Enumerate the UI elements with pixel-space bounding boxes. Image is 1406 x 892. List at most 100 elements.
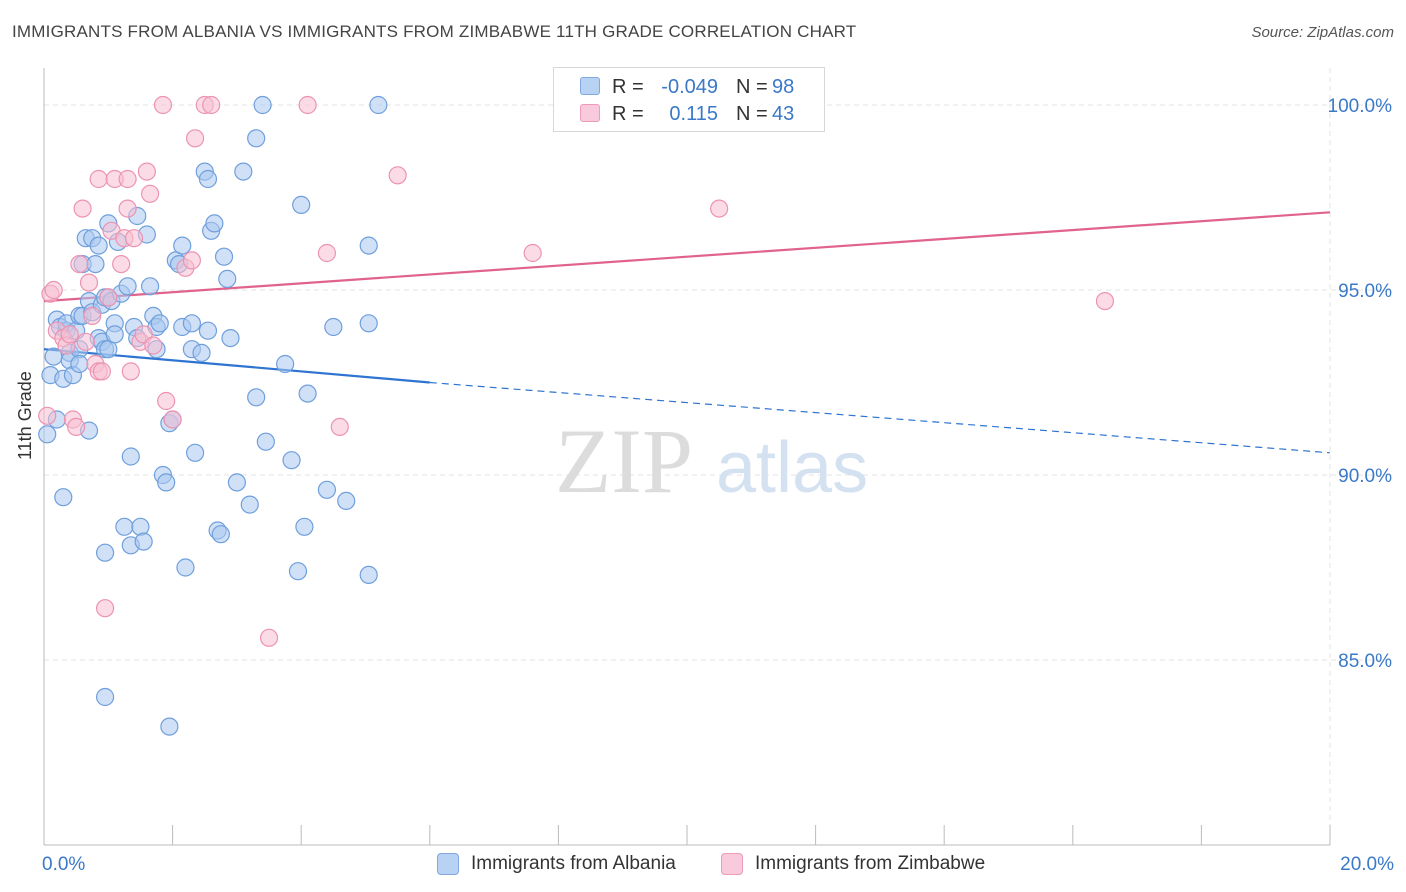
point-zimbabwe	[95, 599, 115, 618]
point-albania	[247, 388, 266, 407]
point-zimbabwe	[298, 95, 317, 115]
y-tick-label: 90.0%	[1338, 466, 1392, 487]
legend-r-value: -0.049	[661, 76, 718, 98]
point-zimbabwe	[202, 95, 221, 115]
point-zimbabwe	[92, 362, 111, 381]
point-zimbabwe	[1095, 292, 1115, 311]
point-zimbabwe	[144, 336, 163, 355]
y-tick-label: 95.0%	[1338, 281, 1392, 302]
point-albania	[276, 354, 295, 374]
watermark-layer: ZIP atlas	[555, 410, 868, 512]
point-albania	[115, 517, 134, 536]
legend-n-label: N =	[736, 76, 768, 98]
axis-layer	[43, 68, 1331, 846]
y-tick-label: 85.0%	[1338, 651, 1392, 672]
point-albania	[160, 717, 179, 736]
legend-r-label: R =	[612, 76, 644, 98]
point-albania	[359, 565, 378, 585]
point-zimbabwe	[89, 169, 108, 189]
legend-r-label: R =	[612, 103, 644, 125]
point-albania	[176, 558, 195, 577]
point-albania	[95, 687, 115, 707]
trend-line-zimbabwe	[43, 211, 1331, 303]
point-albania	[282, 451, 301, 470]
legend-swatch-albania	[580, 77, 600, 95]
point-albania	[337, 491, 356, 510]
point-albania	[118, 277, 137, 296]
point-albania	[359, 314, 378, 333]
point-albania	[234, 162, 253, 181]
point-albania	[247, 129, 266, 148]
point-zimbabwe	[523, 243, 542, 263]
point-zimbabwe	[137, 162, 156, 181]
tick-label-layer: 100.0% 95.0% 90.0% 85.0% 0.0% 20.0%	[42, 96, 1394, 875]
point-zimbabwe	[73, 199, 92, 218]
point-albania	[298, 384, 317, 403]
point-zimbabwe	[76, 332, 95, 351]
point-albania	[70, 354, 89, 374]
point-albania	[198, 169, 218, 189]
point-albania	[134, 532, 153, 551]
point-albania	[292, 195, 311, 214]
bottom-legend-label-albania: Immigrants from Albania	[471, 853, 676, 874]
point-zimbabwe	[118, 199, 137, 218]
point-zimbabwe	[182, 251, 201, 270]
point-albania	[211, 525, 230, 544]
point-zimbabwe	[710, 199, 729, 218]
y-axis-label: 11th Grade	[15, 371, 35, 460]
point-zimbabwe	[112, 255, 131, 274]
bottom-legend-swatch-albania	[437, 853, 459, 875]
point-albania	[150, 314, 169, 333]
point-albania	[157, 473, 176, 492]
trend-line-albania-extension	[429, 381, 1331, 454]
legend-r-value: 0.115	[669, 103, 718, 125]
point-albania	[186, 443, 205, 462]
point-albania	[95, 543, 115, 562]
point-zimbabwe	[317, 243, 337, 263]
point-albania	[89, 236, 108, 255]
point-albania	[218, 269, 237, 288]
bottom-legend-swatch-zimbabwe	[721, 853, 743, 875]
point-zimbabwe	[163, 410, 182, 429]
point-albania	[182, 314, 201, 333]
stats-legend: R = -0.049 N = 98 R = 0.115 N = 43	[553, 67, 825, 132]
point-zimbabwe	[118, 169, 137, 189]
point-zimbabwe	[153, 95, 173, 115]
bottom-legend-label-zimbabwe: Immigrants from Zimbabwe	[755, 853, 986, 874]
point-albania	[131, 517, 150, 536]
legend-row-zimbabwe: R = 0.115 N = 43	[554, 101, 824, 127]
point-zimbabwe	[79, 273, 99, 292]
point-zimbabwe	[259, 628, 279, 647]
point-albania	[256, 432, 275, 451]
point-albania	[369, 95, 388, 115]
legend-swatch-zimbabwe	[580, 104, 600, 122]
point-zimbabwe	[60, 325, 79, 344]
point-zimbabwe	[121, 362, 140, 381]
point-zimbabwe	[140, 184, 160, 203]
point-zimbabwe	[388, 166, 407, 185]
chart-source: Source: ZipAtlas.com	[1251, 24, 1394, 41]
point-albania	[140, 277, 160, 296]
watermark-zip: ZIP	[555, 410, 693, 512]
point-albania	[288, 562, 308, 581]
y-tick-label: 100.0%	[1328, 96, 1393, 117]
point-albania	[173, 236, 192, 255]
point-albania	[86, 255, 105, 274]
x-tick-label: 0.0%	[42, 854, 85, 875]
watermark-atlas: atlas	[716, 428, 868, 508]
point-albania	[54, 488, 73, 507]
grid-layer	[44, 68, 1392, 845]
points-layer	[38, 95, 1115, 736]
point-albania	[227, 473, 246, 492]
point-albania	[105, 325, 124, 344]
point-zimbabwe	[70, 255, 89, 274]
legend-n-value: 43	[772, 103, 795, 125]
point-albania	[359, 236, 378, 255]
point-albania	[214, 247, 234, 266]
point-zimbabwe	[157, 391, 176, 411]
point-zimbabwe	[83, 306, 102, 325]
legend-n-label: N =	[736, 103, 768, 125]
point-albania	[295, 517, 314, 536]
point-albania	[221, 329, 240, 348]
point-zimbabwe	[124, 229, 144, 248]
